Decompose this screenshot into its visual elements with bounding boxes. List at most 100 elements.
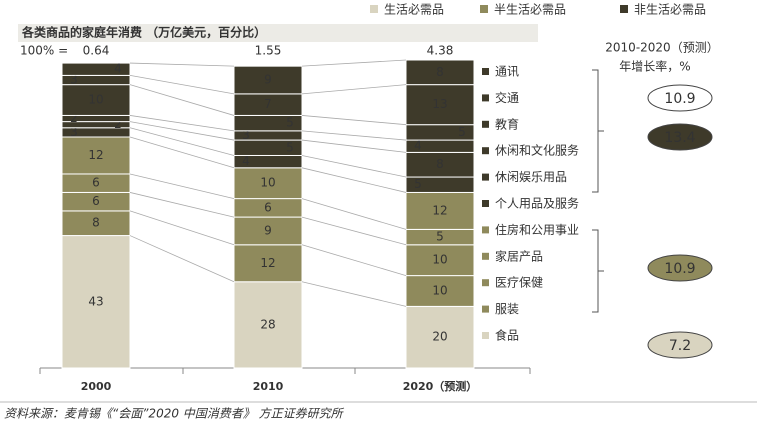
segment-label: 2 [70, 111, 78, 125]
connector [301, 130, 407, 141]
segment-label: 6 [92, 194, 100, 208]
x-tick-label: 2020（预测） [403, 379, 478, 393]
legend-label: 通讯 [495, 65, 519, 79]
growth-label: 10.9 [664, 261, 695, 277]
growth-label: 7.2 [669, 338, 691, 354]
connector [129, 235, 235, 283]
source: 资料来源：麦肯锡《“会面”2020 中国消费者》 方正证券研究所 [4, 407, 345, 421]
segment-label: 6 [92, 176, 100, 190]
segment-label: 3 [70, 73, 78, 87]
segment-label: 4 [114, 62, 122, 76]
growth-title: 2010-2020（预测） [605, 41, 718, 55]
segment-label: 5 [458, 125, 466, 139]
growth-badge [647, 254, 713, 282]
connector [301, 84, 407, 95]
legend-swatch [482, 200, 489, 207]
bar-segment [233, 244, 303, 283]
growth-label: 13.4 [664, 130, 695, 146]
bar-segment [233, 216, 303, 246]
segment-label: 10 [88, 93, 103, 107]
bar-segment [61, 235, 131, 369]
connector [129, 192, 235, 218]
segment-label: 12 [432, 203, 447, 217]
connector [301, 198, 407, 230]
legend-swatch [482, 147, 489, 155]
connector [129, 173, 235, 199]
bracket [592, 229, 604, 313]
connector [129, 210, 235, 246]
segment-label: 10 [260, 176, 275, 190]
connector [129, 121, 235, 141]
segment-label: 20 [432, 330, 447, 344]
legend-label: 个人用品及服务 [495, 196, 579, 211]
legend-label: 医疗保健 [495, 276, 543, 290]
total-label: 0.64 [83, 44, 110, 58]
bar-segment [405, 244, 475, 277]
legend-label: 家居产品 [495, 248, 543, 263]
legend-swatch [620, 5, 628, 13]
connector [129, 115, 235, 132]
chart-title: 各类商品的家庭年消费 （万亿美元，百分比） [21, 25, 266, 40]
segment-label: 3 [70, 125, 78, 139]
legend-label: 服装 [495, 302, 519, 316]
bar-segment [405, 305, 475, 369]
legend-label: 交通 [495, 90, 519, 105]
legend-swatch [482, 120, 489, 128]
connector [301, 167, 407, 193]
connector [301, 216, 407, 246]
bar-segment [405, 84, 475, 126]
connector [129, 75, 235, 95]
total-label: 4.38 [427, 44, 454, 58]
growth-label: 10.9 [664, 91, 695, 107]
segment-label: 7 [264, 97, 272, 111]
segment-label: 12 [260, 256, 275, 270]
legend-swatch [370, 5, 378, 13]
legend-label: 休闲和文化服务 [495, 143, 579, 158]
segment-label: 5 [414, 177, 422, 191]
legend-swatch [482, 279, 489, 287]
connector [129, 127, 235, 156]
legend-label: 非生活必需品 [634, 3, 706, 17]
bar-segment [405, 151, 475, 178]
total-prefix: 100% = [20, 44, 68, 58]
connector [301, 155, 407, 178]
connector [129, 136, 235, 169]
connector [301, 59, 407, 67]
segment-label: 8 [436, 157, 444, 171]
legend-swatch [482, 252, 489, 260]
bar-segment [233, 65, 303, 95]
bar-segment [61, 210, 131, 237]
legend-label: 生活必需品 [384, 3, 444, 17]
segment-label: 3 [242, 128, 250, 142]
connector [301, 244, 407, 276]
legend-swatch [482, 68, 489, 75]
segment-label: 43 [88, 294, 103, 308]
segment-label: 5 [286, 116, 294, 130]
segment-label: 6 [264, 200, 272, 214]
title-band [18, 24, 538, 42]
legend-swatch [482, 173, 489, 181]
segment-label: 5 [436, 230, 444, 244]
segment-label: 9 [264, 223, 272, 237]
growth-badge [647, 123, 713, 151]
legend-label: 半生活必需品 [494, 3, 566, 17]
legend-swatch [482, 305, 489, 313]
segment-label: 9 [264, 73, 272, 87]
x-tick-label: 2000 [81, 380, 112, 393]
segment-label: 8 [92, 216, 100, 230]
bracket [592, 69, 604, 193]
bar-segment [233, 167, 303, 200]
segment-label: 8 [436, 65, 444, 79]
legend-label: 住房和公用事业 [495, 222, 579, 237]
connector [129, 84, 235, 116]
segment-label: 13 [432, 97, 447, 111]
segment-label: 5 [286, 140, 294, 154]
segment-label: 4 [242, 154, 250, 168]
segment-label: 28 [260, 317, 275, 331]
legend-swatch [482, 226, 489, 234]
segment-label: 4 [414, 139, 422, 153]
bar-segment [61, 62, 131, 76]
bar-segment [405, 59, 475, 86]
legend-swatch [482, 94, 489, 102]
